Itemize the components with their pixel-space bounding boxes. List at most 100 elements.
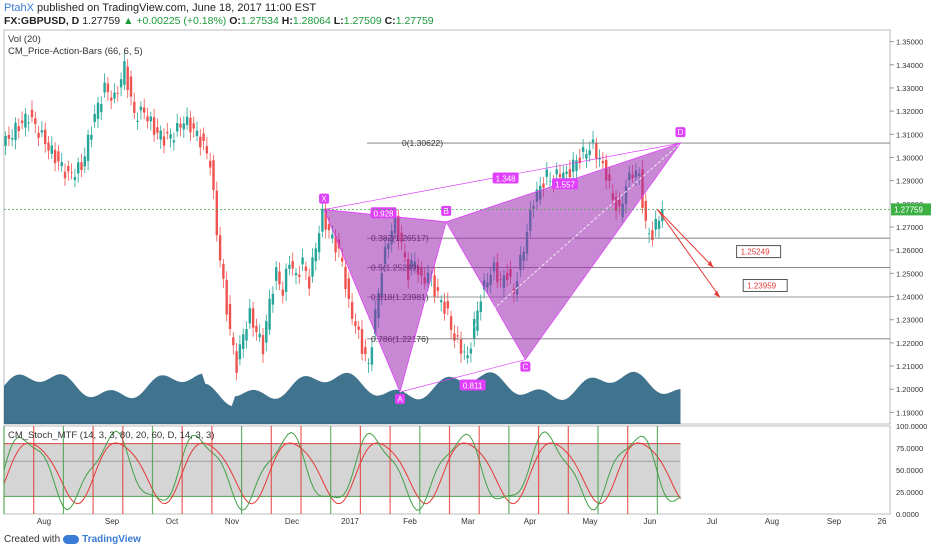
author-link[interactable]: PtahX <box>4 2 34 14</box>
candle-body <box>258 333 261 338</box>
pattern-point-marker <box>319 193 330 204</box>
x-tick-label: Sep <box>827 517 842 526</box>
target-arrowhead <box>714 290 721 298</box>
candle-body <box>456 335 459 337</box>
y-tick-label: 1.26000 <box>896 246 923 255</box>
candle-body <box>238 344 242 360</box>
candle-body <box>172 140 176 143</box>
candle-body <box>440 300 443 303</box>
pattern-point-marker <box>395 394 405 405</box>
y-tick-label: 1.30000 <box>896 153 923 162</box>
ratio-badge <box>459 379 486 391</box>
x-tick-label: 2017 <box>341 517 359 526</box>
footer-brand[interactable]: TradingView <box>82 534 141 545</box>
candle-body <box>30 109 34 118</box>
candle-body <box>93 113 96 122</box>
candle-body <box>548 180 552 182</box>
candle-body <box>53 149 57 164</box>
candle-body <box>143 107 146 113</box>
x-tick-label: Feb <box>403 517 417 526</box>
candle-body <box>291 261 294 269</box>
y-tick-label: 1.27000 <box>896 223 923 232</box>
candle-body <box>657 220 661 229</box>
candle-body <box>565 171 568 174</box>
candle-body <box>370 347 374 365</box>
candle-body <box>304 266 308 271</box>
symbol[interactable]: FX:GBPUSD, D <box>4 15 80 27</box>
candle-body <box>350 302 354 319</box>
candle-body <box>152 117 156 135</box>
candle-body <box>57 151 60 162</box>
candle-body <box>60 162 63 167</box>
candle-body <box>327 224 331 231</box>
candle-body <box>479 301 482 313</box>
candle-body <box>308 276 311 289</box>
target-arrowhead <box>707 260 714 268</box>
ratio-label: 0.811 <box>463 381 483 390</box>
candle-body <box>83 156 86 167</box>
publish-text: published on TradingView.com, June 18, 2… <box>33 2 317 14</box>
candle-body <box>311 257 314 277</box>
candle-body <box>90 134 93 140</box>
x-tick-label: 26 <box>878 517 887 526</box>
candle-body <box>179 123 182 128</box>
y-tick-label: 1.21000 <box>896 362 923 371</box>
candle-body <box>27 122 30 124</box>
pattern-point-label: D <box>678 128 684 137</box>
candle-body <box>298 274 301 277</box>
candle-body <box>67 165 70 172</box>
close-value: 1.27759 <box>395 15 434 27</box>
ratio-label: 1.557 <box>555 180 576 189</box>
stoch-y-tick-label: 75.0000 <box>896 444 923 453</box>
price-pane <box>3 29 891 425</box>
target-arrow <box>656 209 721 298</box>
price-change: +0.00225 (+0.18%) <box>136 15 227 27</box>
stoch-indicator-label[interactable]: CM_Stoch_MTF (14, 3, 3, 80, 20, 60, D, 1… <box>8 430 215 441</box>
target-arrow <box>657 209 714 268</box>
candle-body <box>96 102 100 119</box>
candle-body <box>261 335 265 355</box>
candle-body <box>80 162 83 171</box>
candle-body <box>113 92 116 99</box>
y-tick-label: 1.25000 <box>896 269 923 278</box>
candle-body <box>364 347 367 355</box>
candle-body <box>116 92 119 94</box>
footer-created: Created with <box>4 534 61 545</box>
candle-body <box>162 136 166 146</box>
y-tick-label: 1.23000 <box>896 316 923 325</box>
pattern-ad <box>399 142 681 393</box>
volume-area <box>4 371 681 424</box>
last-price: 1.27759 <box>82 15 121 27</box>
candle-body <box>34 118 37 125</box>
candle-body <box>357 326 360 330</box>
candle-body <box>661 209 664 222</box>
stoch-pane <box>3 425 891 515</box>
x-tick-label: Aug <box>765 517 779 526</box>
candle-body <box>449 316 453 330</box>
candle-body <box>110 97 113 101</box>
candle-body <box>119 79 123 88</box>
candle-body <box>331 234 334 239</box>
candle-body <box>341 257 344 262</box>
candle-body <box>334 236 337 253</box>
tradingview-logo-icon <box>63 534 80 544</box>
candle-body <box>106 83 110 93</box>
price-action-bars-label[interactable]: CM_Price-Action-Bars (66, 6, 5) <box>8 46 143 57</box>
candle-body <box>585 154 588 159</box>
up-arrow-icon: ▲ <box>123 15 134 27</box>
candle-body <box>192 123 195 129</box>
candle-body <box>146 116 149 122</box>
candle-body <box>212 160 215 191</box>
close-label: C: <box>384 15 396 27</box>
x-tick-label: Dec <box>285 517 299 526</box>
y-tick-label: 1.35000 <box>896 38 923 47</box>
candle-body <box>601 161 605 164</box>
candle-body <box>242 334 245 349</box>
candle-body <box>222 263 225 279</box>
volume-indicator-label[interactable]: Vol (20) <box>8 34 41 45</box>
candle-body <box>453 333 456 341</box>
stoch-y-tick-label: 50.0000 <box>896 466 923 475</box>
candle-body <box>4 135 7 146</box>
y-tick-label: 1.20000 <box>896 385 923 394</box>
